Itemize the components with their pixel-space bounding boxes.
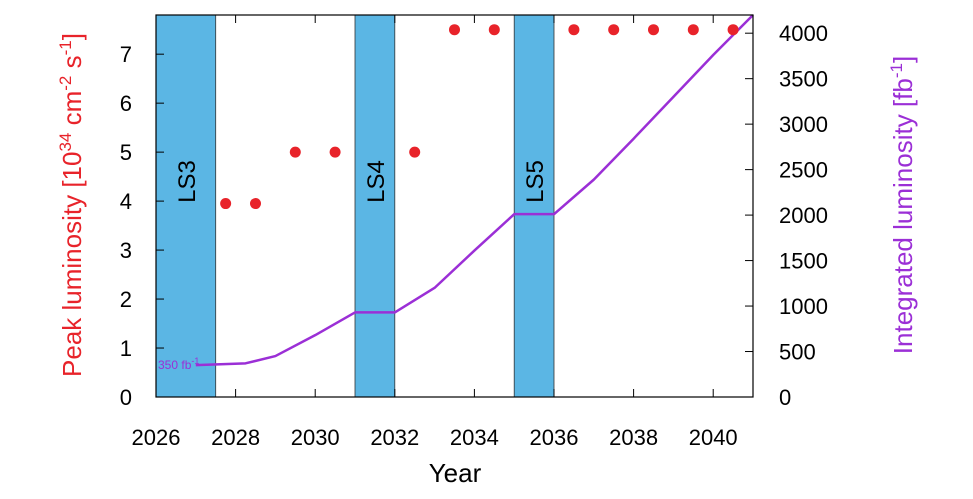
x-tick-label: 2036 [530, 425, 579, 450]
integrated-luminosity-line-layer [195, 14, 754, 367]
peak-luminosity-point [329, 146, 341, 158]
shutdown-label-ls4: LS4 [363, 160, 390, 203]
shutdown-band-ls3 [155, 14, 217, 398]
peak-luminosity-point [568, 24, 580, 36]
y-right-tick-label: 500 [779, 340, 816, 365]
y-right-tick-label: 4000 [779, 21, 828, 46]
peak-luminosity-point [488, 24, 500, 36]
annotations: 350 fb-1 [158, 356, 199, 372]
peak-luminosity-point [409, 146, 421, 158]
shutdown-bands [155, 14, 555, 398]
y-right-tick-label: 3000 [779, 112, 828, 137]
shutdown-labels: LS3 LS4 LS5 [174, 160, 549, 203]
shutdown-band-ls4 [354, 14, 396, 398]
y-left-tick-label: 7 [120, 42, 132, 67]
peak-luminosity-point [449, 24, 460, 36]
y-left-tick-label: 3 [120, 238, 132, 263]
integrated-luminosity-line [195, 14, 754, 367]
y-left-tick-label: 0 [120, 385, 132, 410]
shutdown-band-ls5 [513, 14, 555, 398]
x-tick-label: 2034 [450, 425, 499, 450]
peak-luminosity-point [250, 198, 261, 210]
x-axis-title: Year [429, 458, 482, 488]
peak-luminosity-point [687, 24, 699, 36]
peak-luminosity-point [608, 24, 620, 36]
x-axis-ticks: 2026 2028 2030 2032 2034 2036 2038 2040 [132, 15, 738, 450]
y-right-tick-label: 2000 [779, 203, 828, 228]
integrated-luminosity-annotation: 350 fb-1 [158, 356, 199, 372]
peak-luminosity-points-layer [220, 24, 739, 210]
x-tick-label: 2030 [291, 425, 340, 450]
y-left-axis-title: Peak luminosity [1034 cm-2 s-1] [56, 33, 87, 377]
y-right-axis-ticks: 0 500 1000 1500 2000 2500 3000 3500 4000 [745, 21, 828, 410]
y-right-tick-label: 0 [779, 385, 791, 410]
x-tick-label: 2038 [609, 425, 658, 450]
shutdown-label-ls3: LS3 [174, 160, 201, 203]
x-tick-label: 2040 [689, 425, 738, 450]
x-tick-label: 2026 [132, 425, 181, 450]
y-left-axis-ticks: 0 1 2 3 4 5 6 7 [120, 42, 164, 410]
y-left-tick-label: 5 [120, 140, 132, 165]
peak-luminosity-point [727, 24, 739, 36]
y-left-tick-label: 4 [120, 189, 132, 214]
peak-luminosity-point [648, 24, 659, 36]
y-left-tick-label: 6 [120, 91, 132, 116]
shutdown-label-ls5: LS5 [522, 160, 549, 203]
plot-border [155, 14, 754, 398]
plot-frame [155, 14, 754, 398]
y-right-tick-label: 1000 [779, 294, 828, 319]
peak-luminosity-point [289, 146, 301, 158]
y-right-tick-label: 2500 [779, 158, 828, 183]
y-right-axis-title: Integrated luminosity [fb-1] [887, 56, 918, 354]
peak-luminosity-point [220, 198, 232, 210]
y-right-tick-label: 3500 [779, 67, 828, 92]
x-tick-label: 2028 [211, 425, 260, 450]
x-tick-label: 2032 [370, 425, 419, 450]
y-left-tick-label: 1 [120, 336, 132, 361]
y-right-tick-label: 1500 [779, 249, 828, 274]
y-left-tick-label: 2 [120, 287, 132, 312]
